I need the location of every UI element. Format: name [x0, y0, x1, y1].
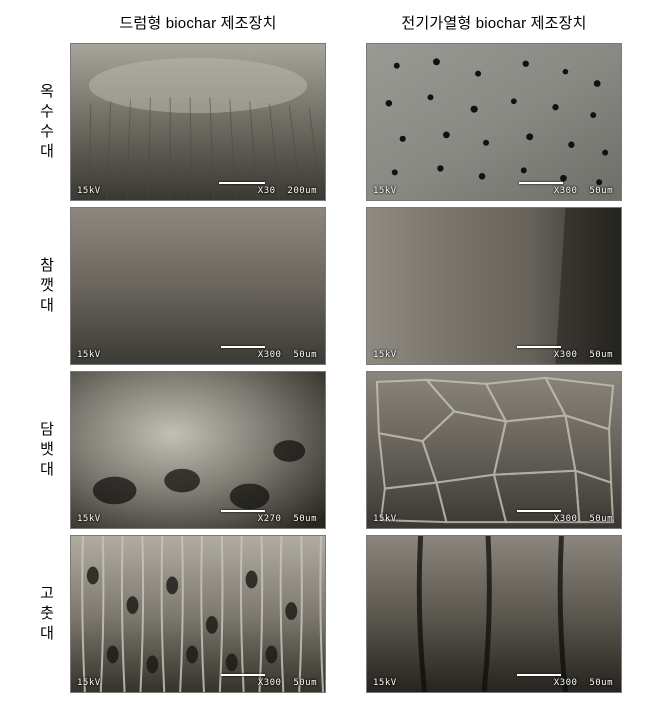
scalebar	[221, 674, 265, 676]
sem-overlay-left: 15kV	[77, 186, 101, 196]
scalebar	[221, 510, 265, 512]
sem-overlay-right: X300 50um	[554, 514, 613, 524]
sem-r3c2: 15kV X300 50um	[366, 371, 622, 529]
row-label-tobacco: 담 뱃 대	[24, 420, 70, 481]
sem-r1c2: 15kV X300 50um	[366, 43, 622, 201]
sem-overlay-left: 15kV	[77, 678, 101, 688]
sem-r2c2: 15kV X300 50um	[366, 207, 622, 365]
sem-overlay-left: 15kV	[373, 350, 397, 360]
sem-comparison-figure: 드럼형 biochar 제조장치 전기가열형 biochar 제조장치 옥 수 …	[24, 12, 646, 693]
scalebar	[517, 674, 561, 676]
col-header-right: 전기가열형 biochar 제조장치	[366, 12, 622, 33]
row-label-pepper: 고 춧 대	[24, 584, 70, 645]
sem-overlay-right: X270 50um	[258, 514, 317, 524]
row-sesame: 참 깻 대 15kV X300 50um	[24, 207, 646, 365]
sem-r3c1: 15kV X270 50um	[70, 371, 326, 529]
sem-overlay-left: 15kV	[373, 514, 397, 524]
sem-overlay-right: X300 50um	[258, 678, 317, 688]
sem-overlay-right: X300 50um	[554, 678, 613, 688]
row-label-sesame: 참 깻 대	[24, 256, 70, 317]
scalebar	[219, 182, 265, 184]
sem-r2c1: 15kV X300 50um	[70, 207, 326, 365]
sem-r1c1: 15kV X30 200um	[70, 43, 326, 201]
rows: 옥 수 수 대	[24, 43, 646, 693]
sem-r4c1: 15kV X300 50um	[70, 535, 326, 693]
sem-r4c2: 15kV X300 50um	[366, 535, 622, 693]
row-label-corn: 옥 수 수 대	[24, 82, 70, 163]
sem-overlay-right: X300 50um	[554, 186, 613, 196]
sem-overlay-left: 15kV	[373, 186, 397, 196]
col-header-left: 드럼형 biochar 제조장치	[70, 12, 326, 33]
sem-overlay-right: X300 50um	[554, 350, 613, 360]
sem-overlay-left: 15kV	[77, 514, 101, 524]
row-tobacco: 담 뱃 대 15kV X270 50um	[24, 371, 646, 529]
scalebar	[517, 346, 561, 348]
sem-overlay-left: 15kV	[373, 678, 397, 688]
scalebar	[221, 346, 265, 348]
column-headers: 드럼형 biochar 제조장치 전기가열형 biochar 제조장치	[24, 12, 646, 33]
sem-overlay-left: 15kV	[77, 350, 101, 360]
scalebar	[517, 510, 561, 512]
row-corn: 옥 수 수 대	[24, 43, 646, 201]
sem-overlay-right: X300 50um	[258, 350, 317, 360]
sem-overlay-right: X30 200um	[258, 186, 317, 196]
row-pepper: 고 춧 대	[24, 535, 646, 693]
scalebar	[519, 182, 563, 184]
